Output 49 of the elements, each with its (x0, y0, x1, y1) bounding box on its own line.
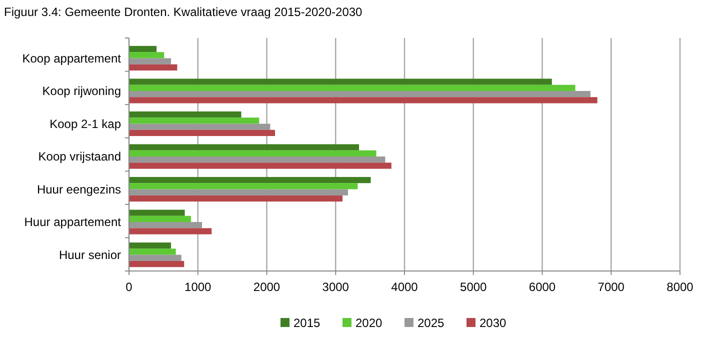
bar (129, 58, 172, 64)
x-tick-label: 3000 (322, 280, 350, 294)
x-tick-label: 1000 (184, 280, 212, 294)
bar (129, 78, 552, 85)
bar (129, 242, 172, 249)
bar (129, 46, 157, 52)
x-tick-label: 8000 (666, 280, 694, 294)
bar (129, 162, 392, 169)
bar (129, 124, 270, 130)
bar (129, 210, 185, 216)
y-tick-label: Huur appartement (24, 215, 122, 230)
x-tick-label: 0 (126, 280, 133, 294)
legend-label: 2025 (418, 316, 445, 330)
y-tick-label: Koop appartement (22, 51, 122, 66)
bar (129, 183, 358, 190)
legend-label: 2015 (294, 316, 321, 330)
bar (129, 90, 590, 98)
bar (129, 228, 212, 234)
x-tick-label: 7000 (598, 280, 625, 294)
x-tick-label: 6000 (528, 280, 556, 294)
y-tick-label: Huur senior (58, 248, 121, 262)
bar (129, 176, 371, 184)
bar (129, 195, 343, 202)
bar (129, 156, 386, 163)
bar (129, 222, 202, 228)
bar (129, 144, 360, 150)
legend-label: 2020 (356, 316, 383, 330)
bar (129, 130, 276, 136)
x-tick-label: 2000 (253, 280, 280, 294)
bar (129, 254, 182, 261)
bar (129, 150, 376, 156)
y-tick-label: Koop vrijstaand (38, 150, 121, 164)
bar (129, 118, 260, 124)
bar (129, 84, 576, 91)
bar (129, 248, 176, 255)
y-tick-label: Huur eengezins (36, 182, 121, 196)
bar (129, 189, 348, 196)
y-tick-label: Koop rijwoning (42, 84, 121, 98)
bar (129, 64, 178, 70)
bar (129, 52, 164, 58)
bar (129, 111, 242, 118)
bar (129, 97, 598, 104)
x-tick-label: 5000 (460, 280, 488, 294)
x-tick-label: 4000 (391, 280, 418, 294)
bar (129, 260, 184, 268)
legend-label: 2030 (480, 316, 507, 330)
bar (129, 216, 191, 222)
y-tick-label: Koop 2-1 kap (50, 116, 122, 131)
chart-title: Figuur 3.4: Gemeente Dronten. Kwalitatieve vraag 2015-2020-2030 (4, 5, 363, 19)
